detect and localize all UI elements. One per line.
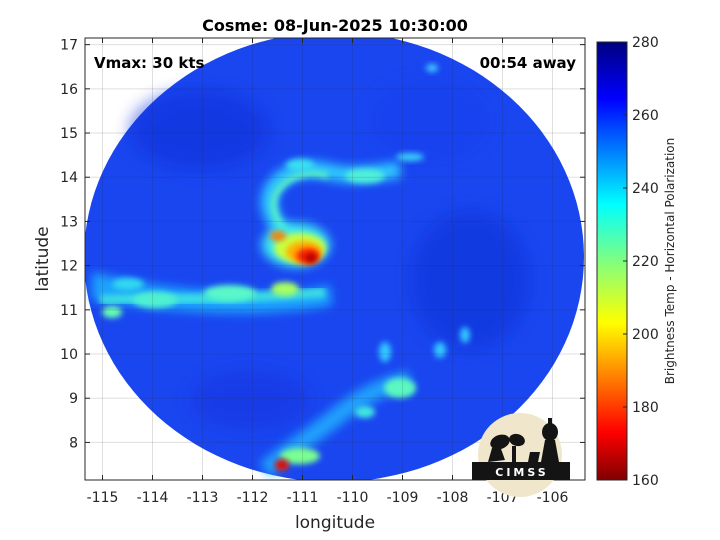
y-tick-label: 14 (60, 170, 78, 186)
figure-title: Cosme: 08-Jun-2025 10:30:00 (202, 16, 468, 35)
x-tick-label: -114 (137, 490, 169, 506)
y-tick-label: 15 (60, 126, 78, 142)
y-tick-label: 12 (60, 259, 78, 275)
colorbar-tick-label: 280 (632, 35, 659, 51)
x-tick-label: -108 (437, 490, 469, 506)
northeast-speckle (426, 64, 438, 72)
x-tick-label: -109 (387, 490, 419, 506)
time-away-annotation: 00:54 away (480, 54, 577, 72)
colorbar-tick-label: 220 (632, 254, 659, 270)
water-tower-icon (541, 440, 559, 462)
y-tick-label: 17 (60, 38, 78, 54)
x-ticks: -115 -114 -113 -112 -111 -110 -109 -108 -107 -106 (87, 38, 569, 506)
y-axis-label: latitude (33, 226, 53, 291)
swath-texture (130, 80, 530, 430)
vmax-annotation: Vmax: 30 kts (94, 54, 204, 72)
x-tick-label: -112 (237, 490, 269, 506)
y-tick-label: 16 (60, 82, 78, 98)
grid-lines (85, 38, 585, 480)
y-tick-label: 9 (69, 391, 78, 407)
satellite-dish-icon (488, 446, 505, 462)
x-tick-label: -106 (537, 490, 569, 506)
colorbar-tick-label: 260 (632, 108, 659, 124)
colorbar-tick-label: 180 (632, 400, 659, 416)
y-ticks: 8 9 10 11 12 13 14 15 16 17 (60, 38, 585, 451)
colorbar-tick-label: 200 (632, 327, 659, 343)
y-tick-label: 10 (60, 347, 78, 363)
cimss-logo: CIMSS (472, 413, 570, 497)
western-rainband (92, 272, 332, 318)
y-tick-label: 8 (69, 435, 78, 451)
southern-rainband (259, 327, 470, 478)
colorbar-tick-label: 240 (632, 181, 659, 197)
storm-core (262, 223, 330, 267)
colorbar-label: Brightness Temp - Horizontal Polarizatio… (663, 138, 677, 385)
x-tick-label: -115 (87, 490, 119, 506)
brightness-temp-swath (85, 38, 584, 480)
colorbar (596, 41, 628, 481)
y-tick-label: 11 (60, 303, 78, 319)
axes-box (84, 37, 586, 481)
x-tick-label: -113 (187, 490, 219, 506)
colorbar-tick-label: 160 (632, 473, 659, 489)
x-axis-label: longitude (295, 513, 375, 533)
x-tick-label: -111 (287, 490, 319, 506)
colorbar-ticks: 160 180 200 220 240 260 280 (623, 35, 659, 489)
logo-text: CIMSS (495, 466, 548, 479)
x-tick-label: -110 (337, 490, 369, 506)
y-tick-label: 13 (60, 214, 78, 230)
